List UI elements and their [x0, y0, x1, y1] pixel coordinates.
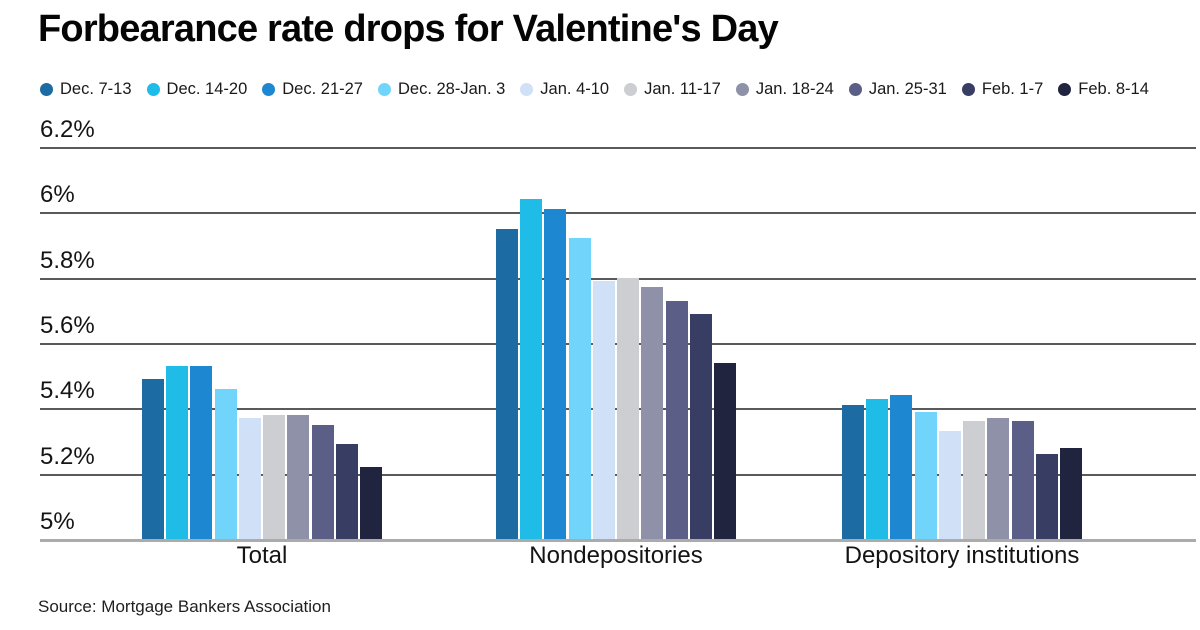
- legend-item: Dec. 14-20: [146, 80, 248, 99]
- legend-dot-icon: [146, 83, 160, 96]
- legend-item: Jan. 4-10: [520, 80, 609, 99]
- legend-label: Feb. 8-14: [1078, 80, 1149, 98]
- category-label: Total: [236, 542, 288, 569]
- legend-dot-icon: [377, 83, 391, 96]
- legend: Dec. 7-13 Dec. 14-20 Dec. 21-27 Dec. 28-Jan…: [40, 80, 1149, 99]
- bar-group: [842, 395, 1082, 539]
- legend-dot-icon: [1058, 83, 1072, 96]
- legend-item: Dec. 28-Jan. 3: [377, 80, 506, 99]
- source-note: Source: Mortgage Bankers Association: [38, 597, 331, 616]
- y-tick-label: 5%: [40, 508, 75, 535]
- legend-label: Dec. 7-13: [60, 80, 132, 98]
- bar: [842, 405, 864, 539]
- bar: [142, 379, 164, 539]
- bar: [568, 238, 591, 539]
- legend-label: Dec. 14-20: [166, 80, 248, 98]
- legend-item: Dec. 21-27: [262, 80, 363, 99]
- legend-dot-icon: [262, 83, 276, 96]
- legend-item: Feb. 8-14: [1058, 80, 1149, 99]
- bar: [665, 301, 688, 539]
- y-tick-label: 5.6%: [40, 312, 95, 339]
- bar: [866, 399, 889, 539]
- gridline: [40, 212, 1196, 214]
- bar: [592, 281, 615, 539]
- legend-dot-icon: [40, 83, 53, 96]
- bar: [617, 278, 640, 539]
- bar: [496, 229, 518, 539]
- bar: [166, 366, 189, 539]
- legend-label: Jan. 4-10: [540, 80, 610, 98]
- legend-label: Dec. 28-Jan. 3: [397, 80, 506, 98]
- bar: [938, 431, 961, 539]
- y-tick-label: 5.4%: [40, 377, 95, 404]
- y-tick-label: 6%: [40, 181, 75, 208]
- bar: [1035, 454, 1058, 539]
- bar: [544, 209, 567, 539]
- category-label: Depository institutions: [844, 542, 1080, 569]
- bar: [214, 389, 237, 539]
- legend-item: Jan. 18-24: [735, 80, 834, 99]
- bar: [689, 314, 712, 539]
- bar: [641, 287, 664, 539]
- bar: [238, 418, 261, 539]
- bar: [963, 421, 986, 539]
- bar: [335, 444, 358, 539]
- bar: [1059, 448, 1082, 539]
- bar: [359, 467, 382, 539]
- legend-item: Jan. 11-17: [624, 80, 721, 99]
- y-tick-label: 5.2%: [40, 443, 95, 470]
- y-tick-label: 5.8%: [40, 247, 95, 274]
- x-axis-baseline: [40, 539, 1196, 542]
- bar: [890, 395, 913, 539]
- legend-dot-icon: [520, 83, 534, 96]
- legend-item: Jan. 25-31: [848, 80, 947, 99]
- bar: [520, 199, 543, 539]
- legend-dot-icon: [624, 83, 638, 96]
- legend-dot-icon: [848, 83, 862, 96]
- bar: [1011, 421, 1034, 539]
- category-label: Nondepositories: [529, 542, 703, 569]
- bar: [914, 412, 937, 539]
- bar: [713, 363, 736, 539]
- bar-group: [496, 199, 736, 539]
- legend-label: Feb. 1-7: [981, 80, 1044, 98]
- legend-dot-icon: [961, 83, 975, 96]
- chart-title: Forbearance rate drops for Valentine's D…: [38, 8, 779, 50]
- bar: [263, 415, 286, 539]
- bar-group: [142, 366, 382, 539]
- legend-label: Jan. 11-17: [644, 80, 721, 98]
- legend-item: Dec. 7-13: [40, 80, 132, 99]
- legend-label: Jan. 25-31: [868, 80, 947, 98]
- gridline: [40, 147, 1196, 149]
- y-tick-label: 6.2%: [40, 116, 95, 143]
- legend-item: Feb. 1-7: [961, 80, 1044, 99]
- legend-label: Dec. 21-27: [282, 80, 363, 98]
- bar: [311, 425, 334, 539]
- legend-label: Jan. 18-24: [755, 80, 834, 98]
- legend-dot-icon: [735, 83, 749, 96]
- bar: [287, 415, 310, 539]
- bar: [190, 366, 213, 539]
- bar: [987, 418, 1010, 539]
